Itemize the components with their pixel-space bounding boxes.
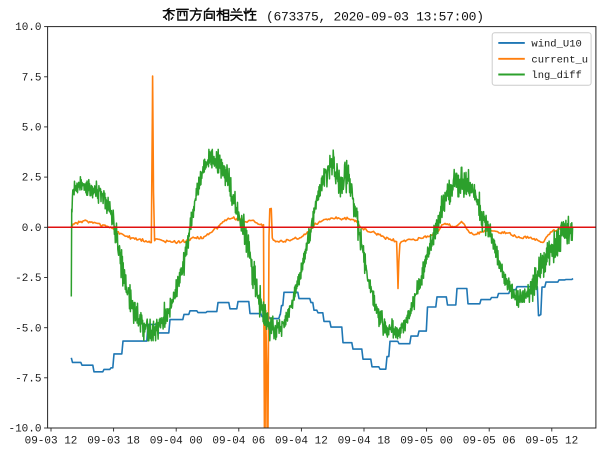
svg-text:09-04 00: 09-04 00	[150, 435, 203, 447]
svg-text:09-04 06: 09-04 06	[212, 435, 265, 447]
svg-text:current_u: current_u	[531, 55, 588, 67]
svg-text:09-05 06: 09-05 06	[463, 435, 516, 447]
svg-text:(673375, 2020-09-03 13:57:00): (673375, 2020-09-03 13:57:00)	[266, 10, 484, 25]
svg-text:-10.0: -10.0	[8, 424, 41, 436]
svg-text:10.0: 10.0	[15, 22, 41, 34]
svg-text:-2.5: -2.5	[15, 273, 41, 285]
svg-text:09-05 00: 09-05 00	[400, 435, 453, 447]
svg-text:09-05 12: 09-05 12	[525, 435, 578, 447]
svg-text:-7.5: -7.5	[15, 373, 41, 385]
svg-text:09-03 12: 09-03 12	[25, 435, 78, 447]
svg-text:09-04 18: 09-04 18	[338, 435, 391, 447]
svg-text:09-04 12: 09-04 12	[275, 435, 328, 447]
svg-text:-5.0: -5.0	[15, 323, 41, 335]
svg-text:5.0: 5.0	[22, 123, 42, 135]
svg-text:2.5: 2.5	[22, 173, 42, 185]
svg-text:09-03 18: 09-03 18	[87, 435, 140, 447]
svg-text:7.5: 7.5	[22, 72, 42, 84]
svg-text:lng_diff: lng_diff	[531, 70, 581, 82]
svg-text:wind_U10: wind_U10	[531, 39, 581, 51]
svg-text:0.0: 0.0	[22, 223, 42, 235]
